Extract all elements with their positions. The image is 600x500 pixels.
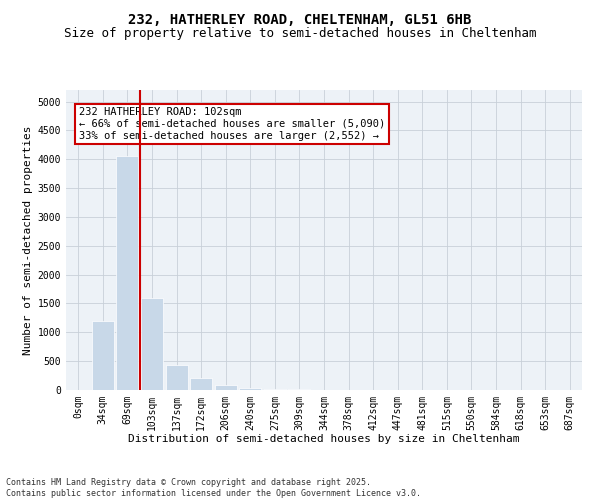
Bar (92, 321, 114, 390)
Text: 232, HATHERLEY ROAD, CHELTENHAM, GL51 6HB: 232, HATHERLEY ROAD, CHELTENHAM, GL51 6H… (128, 12, 472, 26)
Bar (264, 389, 286, 390)
Bar (116, 156, 139, 390)
Text: Contains HM Land Registry data © Crown copyright and database right 2025.
Contai: Contains HM Land Registry data © Crown c… (6, 478, 421, 498)
Text: 232 HATHERLEY ROAD: 102sqm
← 66% of semi-detached houses are smaller (5,090)
33%: 232 HATHERLEY ROAD: 102sqm ← 66% of semi… (79, 108, 385, 140)
Bar (166, 365, 188, 390)
Text: Size of property relative to semi-detached houses in Cheltenham: Size of property relative to semi-detach… (64, 28, 536, 40)
Bar (239, 388, 262, 390)
Bar (190, 378, 212, 390)
X-axis label: Distribution of semi-detached houses by size in Cheltenham: Distribution of semi-detached houses by … (128, 434, 520, 444)
Bar (215, 385, 237, 390)
Bar (141, 298, 163, 390)
Y-axis label: Number of semi-detached properties: Number of semi-detached properties (23, 125, 34, 355)
